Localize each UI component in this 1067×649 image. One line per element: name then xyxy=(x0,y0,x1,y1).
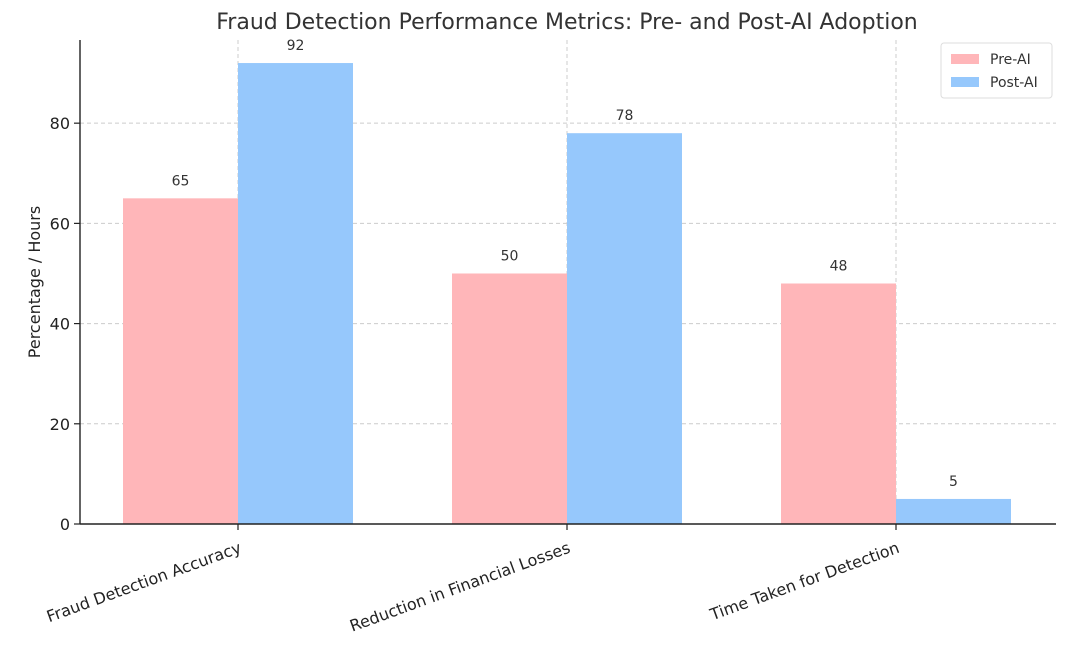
bar-pre-ai-0 xyxy=(123,198,238,524)
y-tick-label: 80 xyxy=(50,114,70,133)
y-axis-ticks: 0 20 40 60 80 xyxy=(50,114,80,534)
x-axis-ticks: Fraud Detection Accuracy Reduction in Fin… xyxy=(44,524,902,636)
x-tick-label: Reduction in Financial Losses xyxy=(347,538,573,636)
y-axis-label: Percentage / Hours xyxy=(25,206,44,358)
chart-title: Fraud Detection Performance Metrics: Pre… xyxy=(216,10,918,35)
legend-swatch-pre-ai xyxy=(951,54,979,64)
legend-label: Post-AI xyxy=(990,75,1038,91)
bar-post-ai-0 xyxy=(238,63,353,525)
y-tick-label: 0 xyxy=(60,515,70,534)
bars xyxy=(123,63,1011,525)
legend-swatch-post-ai xyxy=(951,77,979,87)
y-tick-label: 20 xyxy=(50,415,70,434)
x-tick-label: Time Taken for Detection xyxy=(707,538,902,625)
bar-value-labels: 65 92 50 78 48 5 xyxy=(172,38,958,490)
y-tick-label: 60 xyxy=(50,214,70,233)
bar-post-ai-2 xyxy=(896,498,1011,524)
bar-value-label: 65 xyxy=(172,173,190,189)
legend-items: Pre-AI Post-AI xyxy=(951,52,1038,91)
bar-value-label: 48 xyxy=(830,259,848,275)
legend: Pre-AI Post-AI xyxy=(940,42,1053,99)
bar-pre-ai-1 xyxy=(452,273,567,524)
bar-post-ai-1 xyxy=(567,133,682,524)
bar-value-label: 50 xyxy=(501,248,519,264)
y-tick-label: 40 xyxy=(50,315,70,334)
bar-pre-ai-2 xyxy=(781,283,896,524)
plot-area: 65 92 50 78 48 5 0 20 40 60 80 Fraud Detection Ac… xyxy=(44,38,1056,636)
bar-value-label: 78 xyxy=(616,108,634,124)
x-tick-label: Fraud Detection Accuracy xyxy=(44,538,244,626)
bar-value-label: 92 xyxy=(287,38,305,54)
bar-value-label: 5 xyxy=(949,474,958,490)
axes xyxy=(79,40,1056,525)
legend-label: Pre-AI xyxy=(990,52,1031,68)
